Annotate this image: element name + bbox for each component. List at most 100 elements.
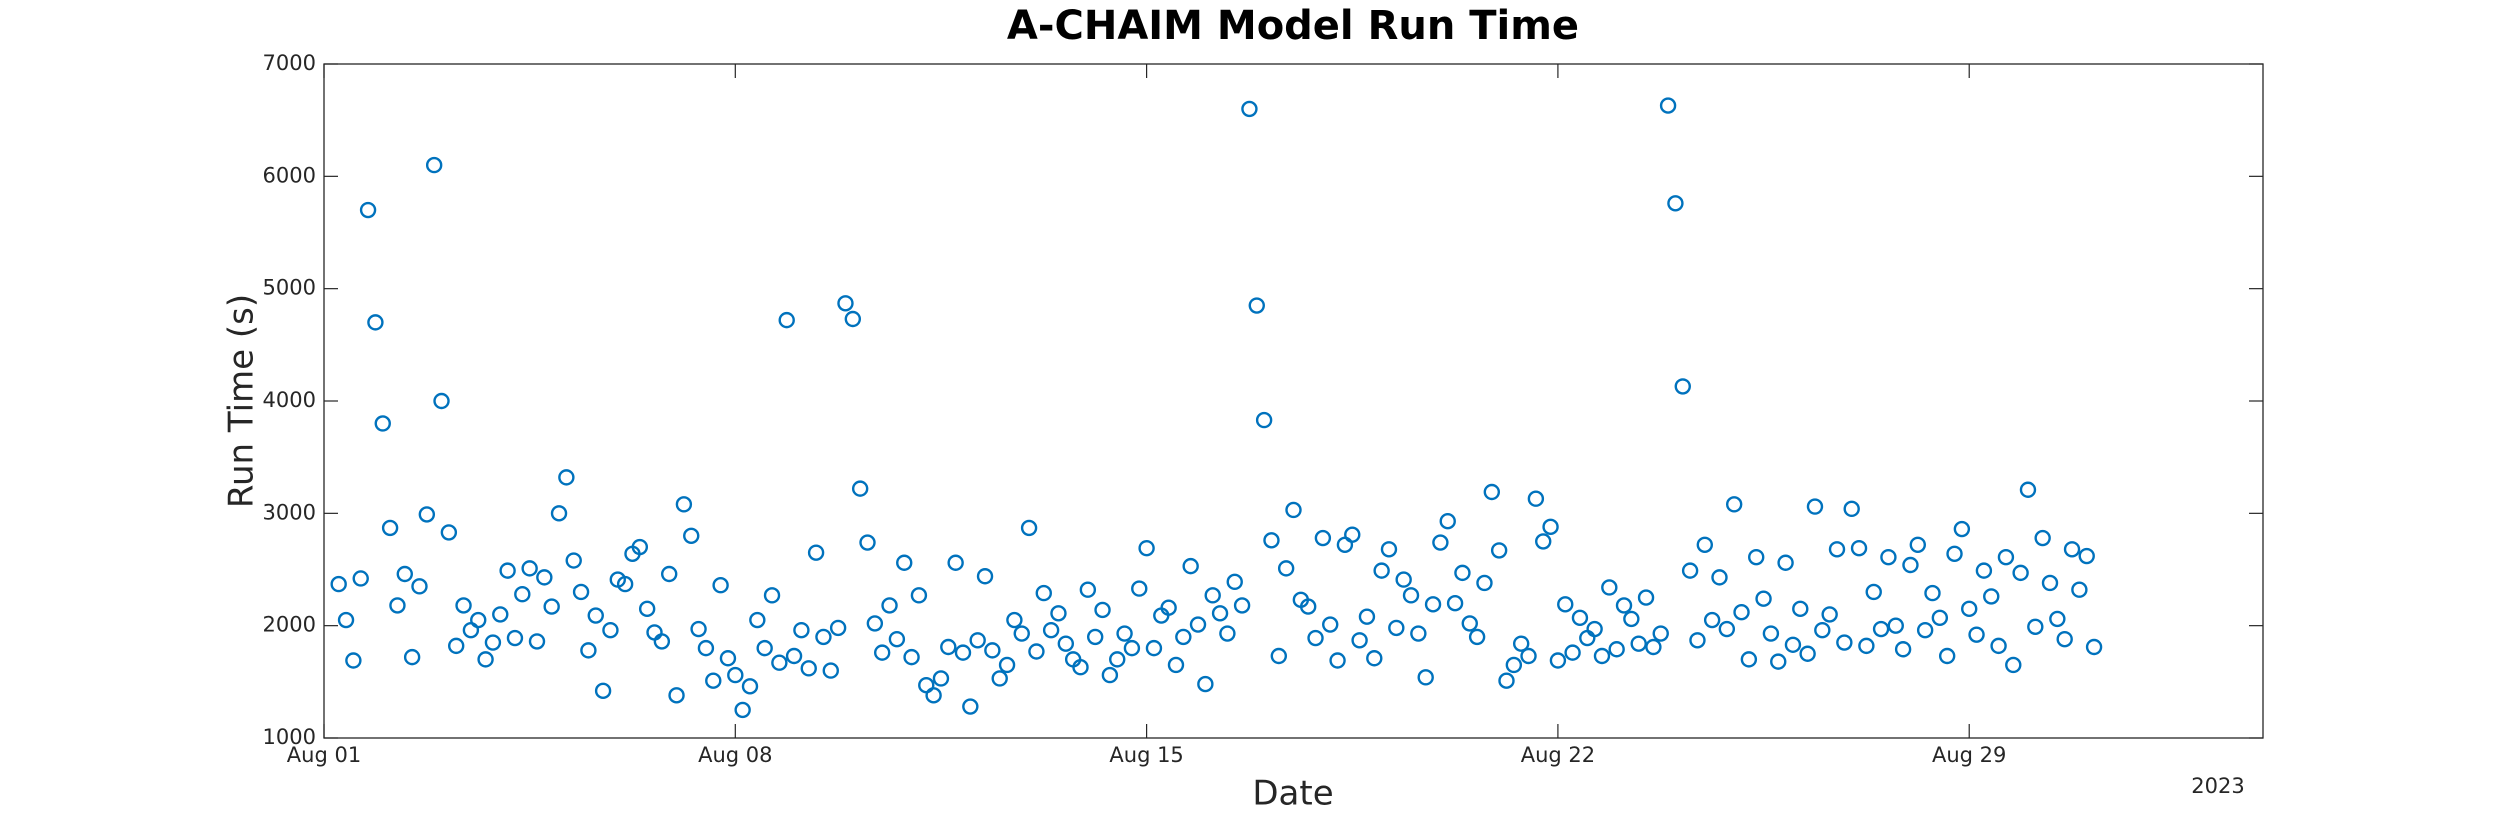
point — [367, 314, 384, 331]
point — [1593, 647, 1611, 665]
point — [1388, 619, 1405, 637]
point — [1366, 650, 1383, 667]
point — [1865, 583, 1882, 601]
point — [1527, 490, 1545, 507]
point — [1410, 625, 1427, 642]
point — [616, 575, 634, 593]
point — [470, 611, 487, 629]
point — [1263, 532, 1280, 549]
point — [543, 598, 560, 615]
point — [330, 575, 347, 593]
point — [734, 701, 751, 719]
point — [1689, 632, 1706, 649]
point — [1035, 584, 1052, 602]
y-tick-label: 3000 — [263, 500, 316, 524]
point — [396, 565, 413, 583]
point — [1990, 637, 2007, 655]
point — [477, 651, 494, 668]
point — [1975, 562, 1993, 579]
point — [1006, 611, 1023, 629]
point — [1476, 574, 1493, 592]
point — [1204, 587, 1221, 604]
point — [1057, 635, 1075, 652]
point — [1880, 548, 1897, 566]
point — [1270, 647, 1288, 665]
point — [1667, 195, 1684, 212]
point — [1109, 651, 1126, 668]
point — [1887, 617, 1904, 634]
point — [1828, 541, 1846, 558]
point — [815, 628, 832, 646]
point — [1762, 625, 1780, 642]
point — [1189, 616, 1207, 633]
point — [1659, 97, 1677, 114]
point — [1902, 556, 1919, 574]
point — [1322, 616, 1339, 633]
x-year-label: 2023 — [2191, 774, 2244, 798]
point — [2078, 547, 2095, 565]
point — [1645, 638, 1662, 656]
point — [1968, 626, 1985, 643]
point — [1380, 541, 1398, 558]
point — [506, 629, 524, 647]
point — [2063, 541, 2081, 558]
point — [1652, 625, 1669, 642]
point — [1755, 590, 1772, 607]
point — [1439, 512, 1456, 530]
point — [389, 597, 406, 614]
point — [1938, 647, 1956, 665]
point — [1858, 637, 1875, 655]
point — [1681, 562, 1699, 579]
point — [1219, 625, 1236, 642]
point — [594, 682, 612, 700]
point — [1777, 554, 1794, 571]
point — [1821, 606, 1838, 623]
point — [1086, 628, 1104, 646]
point — [1255, 411, 1273, 429]
point — [749, 611, 766, 629]
point — [2071, 581, 2088, 598]
point — [1498, 672, 1515, 689]
point — [1307, 629, 1324, 647]
point — [1079, 581, 1097, 598]
point — [1623, 610, 1640, 628]
point — [448, 637, 465, 655]
point — [1850, 539, 1868, 557]
point — [1696, 536, 1714, 553]
point — [1226, 573, 1243, 591]
point — [793, 621, 810, 639]
point — [1329, 652, 1346, 669]
point — [697, 639, 715, 657]
point — [1608, 641, 1625, 658]
point — [1931, 609, 1949, 627]
point — [1446, 595, 1464, 612]
point — [1373, 562, 1390, 579]
point — [1402, 587, 1420, 604]
x-axis-label: Date — [1252, 774, 1333, 814]
point — [1358, 608, 1376, 625]
x-tick-label: Aug 01 — [287, 743, 361, 767]
point — [1916, 621, 1934, 639]
point — [675, 496, 693, 513]
point — [1814, 621, 1831, 639]
point — [1432, 534, 1449, 551]
point — [690, 620, 707, 638]
point — [1894, 641, 1912, 658]
point — [1740, 651, 1758, 668]
y-tick-label: 6000 — [263, 163, 316, 187]
point — [932, 670, 950, 687]
y-tick-label: 7000 — [263, 51, 316, 75]
point — [1615, 597, 1633, 614]
point — [631, 538, 649, 556]
point — [1953, 520, 1971, 538]
point — [1160, 599, 1177, 616]
point — [1784, 636, 1802, 653]
point — [1167, 656, 1185, 674]
point — [1028, 643, 1045, 660]
point — [1277, 560, 1295, 577]
point — [984, 642, 1001, 659]
point — [1909, 536, 1926, 553]
point — [866, 615, 884, 632]
point — [521, 560, 538, 577]
